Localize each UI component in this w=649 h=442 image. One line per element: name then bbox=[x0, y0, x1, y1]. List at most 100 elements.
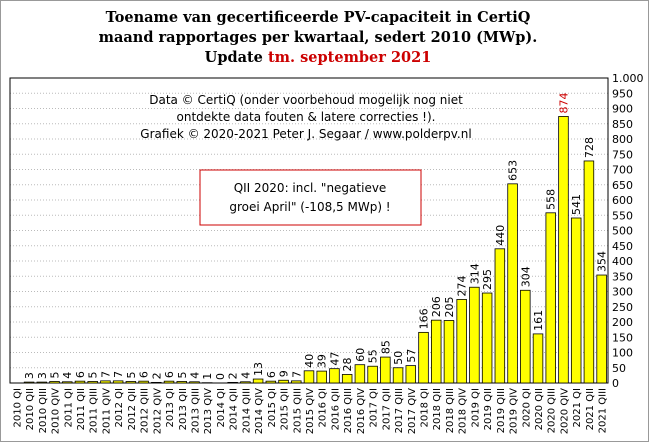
box-annotation: groei April" (-108,5 MWp) ! bbox=[229, 200, 390, 214]
x-tick-label: 2011 QI bbox=[63, 388, 74, 427]
value-label: 6 bbox=[163, 371, 176, 378]
value-label: 0 bbox=[214, 373, 227, 380]
x-tick-label: 2016 QIII bbox=[343, 388, 354, 433]
bar bbox=[49, 381, 60, 384]
value-label: 7 bbox=[99, 371, 112, 378]
value-label: 47 bbox=[328, 352, 341, 366]
y-tick-label: 850 bbox=[612, 118, 633, 131]
bar bbox=[481, 292, 493, 384]
value-label: 2 bbox=[227, 372, 240, 379]
y-tick-label: 50 bbox=[612, 362, 626, 375]
bar bbox=[430, 319, 442, 384]
annotation: Grafiek © 2020-2021 Peter J. Segaar / ww… bbox=[140, 127, 471, 141]
bar bbox=[151, 381, 162, 384]
value-label: 4 bbox=[188, 372, 201, 379]
x-tick-label: 2018 QI bbox=[420, 388, 431, 427]
bar bbox=[329, 368, 340, 384]
bar bbox=[163, 380, 175, 384]
x-tick-label: 2014 QIII bbox=[241, 388, 252, 433]
bar bbox=[138, 380, 149, 384]
value-label: 13 bbox=[252, 362, 265, 376]
x-tick-label: 2019 QIII bbox=[496, 388, 507, 433]
y-tick-label: 450 bbox=[612, 240, 633, 253]
value-label: 558 bbox=[545, 189, 558, 210]
bar bbox=[316, 370, 327, 384]
x-tick-label: 2019 QIV bbox=[509, 388, 520, 434]
value-label: 166 bbox=[418, 308, 431, 329]
value-label: 6 bbox=[265, 371, 278, 378]
x-tick-label: 2011 QIII bbox=[89, 388, 100, 433]
bar bbox=[367, 365, 378, 384]
x-tick-label: 2016 QIV bbox=[356, 388, 367, 434]
update-label: Update bbox=[205, 49, 263, 66]
y-tick-label: 350 bbox=[612, 270, 633, 283]
value-label: 40 bbox=[303, 354, 316, 368]
bar bbox=[583, 160, 595, 384]
value-label: 60 bbox=[354, 348, 367, 362]
value-label: 541 bbox=[570, 194, 583, 215]
bar bbox=[36, 381, 48, 384]
value-label: 7 bbox=[290, 371, 303, 378]
bar bbox=[469, 286, 480, 384]
bar bbox=[112, 380, 124, 384]
value-label: 7 bbox=[112, 371, 125, 378]
x-tick-label: 2010 QI bbox=[12, 388, 23, 427]
value-label: 85 bbox=[379, 340, 392, 354]
x-tick-label: 2021 QIII bbox=[598, 388, 609, 433]
bar bbox=[520, 289, 531, 384]
y-tick-label: 100 bbox=[612, 347, 633, 360]
bar bbox=[354, 364, 366, 384]
y-tick-label: 500 bbox=[612, 225, 633, 238]
value-label: 28 bbox=[341, 357, 354, 371]
x-tick-label: 2014 QIV bbox=[254, 388, 265, 434]
bar bbox=[570, 217, 582, 384]
bar bbox=[392, 367, 404, 384]
x-tick-label: 2015 QII bbox=[280, 388, 291, 430]
value-label: 6 bbox=[74, 371, 87, 378]
x-tick-label: 2020 QI bbox=[521, 388, 532, 427]
x-tick-label: 2014 QII bbox=[229, 388, 240, 430]
value-label: 5 bbox=[125, 371, 138, 378]
value-label: 161 bbox=[532, 310, 545, 331]
bar bbox=[87, 381, 98, 384]
x-tick-label: 2010 QIV bbox=[51, 388, 62, 434]
x-tick-label: 2015 QI bbox=[267, 388, 278, 427]
x-tick-label: 2011 QII bbox=[76, 388, 87, 430]
bar bbox=[189, 381, 200, 384]
value-label: 3 bbox=[23, 372, 36, 379]
x-tick-label: 2013 QIV bbox=[203, 388, 214, 434]
bar bbox=[545, 212, 556, 384]
x-tick-label: 2012 QII bbox=[127, 388, 138, 430]
bar bbox=[418, 331, 429, 384]
x-tick-label: 2012 QIV bbox=[152, 388, 163, 434]
value-label: 874 bbox=[557, 92, 570, 113]
value-label: 55 bbox=[367, 349, 380, 363]
value-label: 728 bbox=[583, 137, 596, 158]
bar bbox=[265, 380, 277, 384]
x-tick-label: 2020 QII bbox=[534, 388, 545, 430]
value-label: 57 bbox=[405, 349, 418, 363]
annotation: ontdekte data fouten & latere correcties… bbox=[177, 110, 436, 124]
x-tick-label: 2011 QIV bbox=[101, 388, 112, 434]
x-tick-label: 2020 QIV bbox=[559, 388, 570, 434]
bar bbox=[558, 116, 569, 384]
value-label: 4 bbox=[239, 372, 252, 379]
value-label: 205 bbox=[443, 296, 456, 317]
y-tick-label: 600 bbox=[612, 194, 633, 207]
y-tick-label: 0 bbox=[612, 377, 619, 390]
bar bbox=[252, 378, 264, 384]
y-tick-label: 800 bbox=[612, 133, 633, 146]
bar bbox=[291, 380, 302, 384]
x-tick-label: 2015 QIII bbox=[292, 388, 303, 433]
value-label: 39 bbox=[316, 354, 329, 368]
value-label: 274 bbox=[456, 275, 469, 296]
value-label: 3 bbox=[36, 372, 49, 379]
x-tick-label: 2010 QII bbox=[25, 388, 36, 430]
value-label: 206 bbox=[430, 296, 443, 317]
x-tick-label: 2016 QII bbox=[330, 388, 341, 430]
bar bbox=[443, 320, 455, 384]
bar bbox=[494, 248, 506, 384]
x-tick-label: 2021 QI bbox=[572, 388, 583, 427]
bar bbox=[405, 365, 417, 384]
